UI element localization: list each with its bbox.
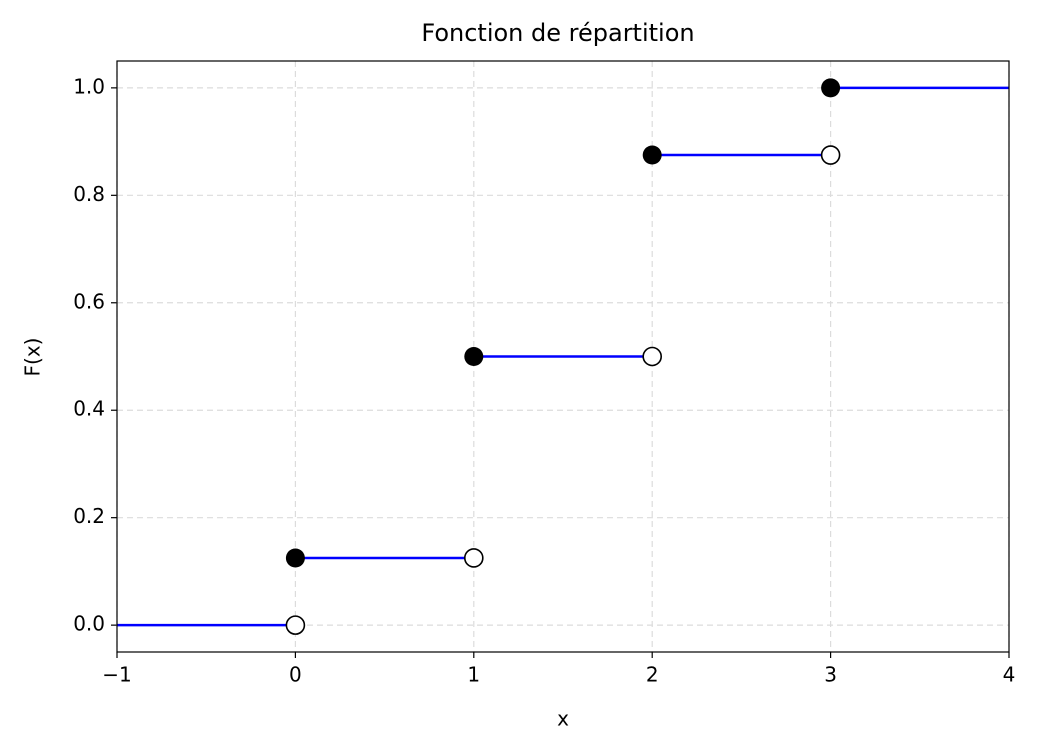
x-tick-label: 3 — [824, 663, 837, 687]
closed-point — [285, 548, 305, 568]
closed-point — [642, 145, 662, 165]
closed-point — [821, 78, 841, 98]
x-tick-label: 1 — [467, 663, 480, 687]
y-axis-label: F(x) — [21, 338, 45, 377]
x-axis-label: x — [557, 707, 569, 731]
open-point — [820, 145, 841, 165]
x-tick-label: −1 — [102, 663, 131, 687]
x-tick-label: 4 — [1003, 663, 1016, 687]
open-point — [642, 346, 663, 367]
x-tick-label: 2 — [646, 663, 659, 687]
closed-point — [464, 347, 484, 366]
y-tick-label: 0.4 — [73, 397, 105, 421]
open-point — [463, 548, 484, 568]
y-tick-label: 1.0 — [73, 74, 105, 98]
y-tick-label: 0.2 — [73, 504, 105, 528]
y-tick-label: 0.8 — [73, 182, 105, 206]
open-point — [285, 615, 306, 635]
chart-title: Fonction de répartition — [421, 19, 694, 47]
plot-frame — [116, 60, 1010, 653]
y-tick-label: 0.6 — [73, 289, 105, 313]
x-tick-label: 0 — [289, 663, 302, 687]
y-tick-label: 0.0 — [73, 612, 105, 636]
